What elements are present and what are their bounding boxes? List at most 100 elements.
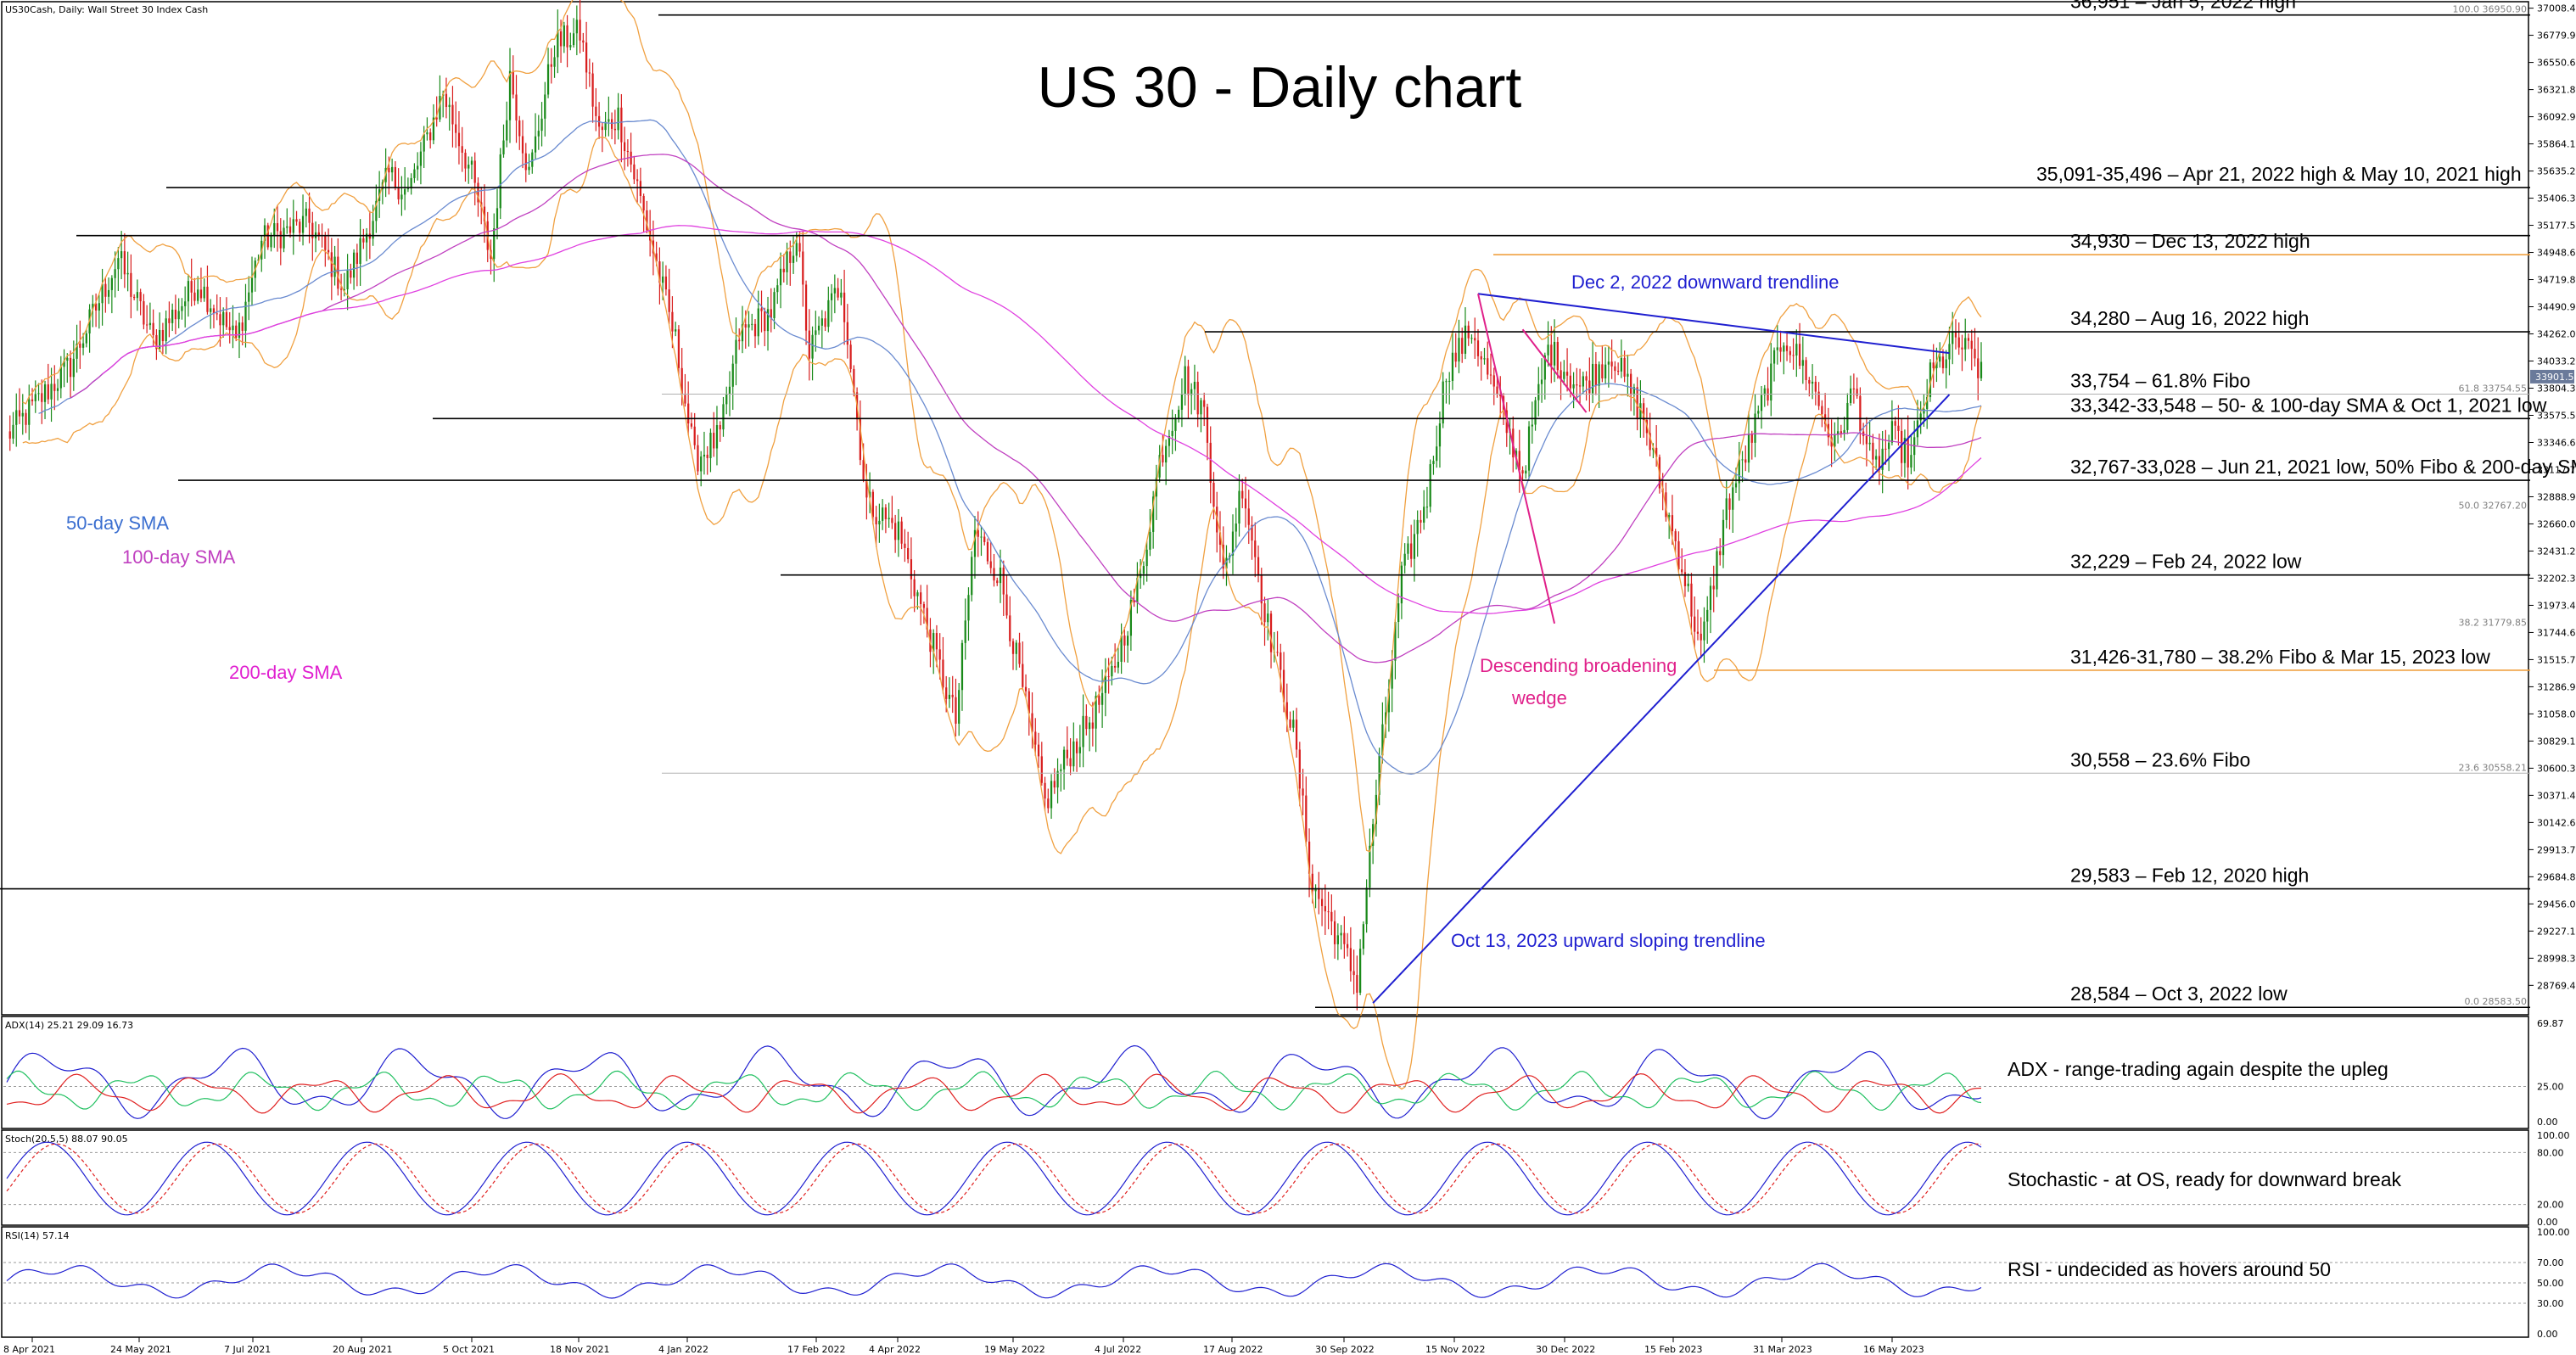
candle-body: [1941, 356, 1945, 368]
candle-body: [938, 649, 941, 660]
price-tick-label: 33117.79: [2537, 464, 2576, 475]
candle-body: [1843, 429, 1845, 434]
wedge-line-1: [1477, 294, 1556, 624]
candle-body: [104, 283, 107, 297]
sma50-label: 50-day SMA: [66, 512, 169, 534]
candle-body: [904, 543, 906, 548]
candle-body: [483, 206, 486, 221]
candle-body: [817, 325, 820, 331]
candle-body: [955, 697, 957, 724]
candle-body: [658, 261, 661, 283]
candle-body: [404, 188, 406, 195]
candle-body: [1945, 359, 1947, 368]
level-label: 36,951 – Jan 5, 2022 high: [2070, 0, 2296, 13]
candle-body: [1060, 769, 1062, 771]
candle-body: [1779, 347, 1782, 352]
candle-body: [1251, 524, 1253, 541]
candle-body: [1706, 609, 1709, 622]
date-tick-label: 17 Aug 2022: [1203, 1344, 1263, 1355]
candle-body: [1343, 932, 1346, 944]
candle-body: [668, 289, 670, 312]
price-tick-label: 33346.65: [2537, 437, 2576, 448]
osc-tick-label: 69.87: [2537, 1018, 2564, 1029]
candle-body: [1553, 341, 1556, 366]
candle-body: [697, 445, 699, 472]
price-tick-label: 34262.09: [2537, 329, 2576, 340]
candle-body: [1187, 366, 1190, 395]
candle-body: [177, 311, 180, 320]
wedge-label-1: Descending broadening: [1480, 655, 1677, 676]
candle-body: [766, 309, 770, 332]
candle-body: [1387, 688, 1391, 713]
candle-body: [299, 221, 301, 233]
candle-body: [126, 272, 129, 275]
price-tick-label: 29684.89: [2537, 871, 2576, 882]
candle-body: [66, 357, 69, 361]
candle-body: [1330, 911, 1333, 921]
level-label: 35,091-35,496 – Apr 21, 2022 high & May …: [2036, 163, 2522, 185]
candle-body: [311, 222, 314, 238]
candle-body: [1136, 578, 1139, 603]
candle-body: [1578, 385, 1582, 387]
candle-body: [286, 226, 288, 228]
candle-body: [110, 277, 113, 290]
candle-body: [1811, 381, 1814, 384]
candle-body: [945, 687, 948, 699]
candle-body: [1617, 371, 1620, 372]
price-tick-label: 30371.47: [2537, 790, 2576, 801]
candle-body: [913, 579, 916, 596]
candle-body: [1158, 455, 1161, 478]
candle-body: [613, 128, 616, 131]
candle-body: [133, 296, 136, 299]
candle-body: [1569, 375, 1571, 389]
candle-body: [1563, 372, 1565, 379]
candle-body: [1162, 455, 1164, 463]
candle-body: [1763, 388, 1766, 395]
candle-body: [900, 521, 903, 544]
candle-body: [47, 384, 49, 400]
candle-body: [470, 160, 473, 165]
candle-body: [1225, 557, 1228, 569]
candle-body: [989, 561, 992, 568]
adx-note: ADX - range-trading again despite the up…: [2008, 1058, 2388, 1080]
candle-body: [1358, 949, 1362, 994]
candle-body: [1407, 543, 1409, 554]
candle-body: [1518, 451, 1520, 471]
candle-body: [757, 308, 759, 337]
level-label: 29,583 – Feb 12, 2020 high: [2070, 865, 2309, 887]
candle-body: [1534, 400, 1537, 425]
uptrend-line: [1372, 394, 1951, 1004]
candle-body: [263, 225, 266, 241]
candle-body: [339, 288, 343, 290]
candle-body: [1623, 357, 1626, 377]
candle-body: [1894, 421, 1896, 426]
candle-body: [117, 258, 120, 270]
price-tick-label: 36092.97: [2537, 112, 2576, 123]
fibo-label: 38.2 31779.85: [2459, 617, 2527, 628]
candle-body: [897, 521, 900, 540]
candle-body: [1884, 448, 1887, 450]
candle-body: [455, 124, 457, 133]
candle-body: [891, 518, 893, 524]
level-label: 31,426-31,780 – 38.2% Fibo & Mar 15, 202…: [2070, 646, 2490, 668]
candle-body: [161, 329, 165, 342]
candle-body: [623, 142, 626, 152]
wedge-label-2: wedge: [1511, 687, 1567, 708]
candle-body: [1836, 431, 1840, 435]
price-tick-label: 28998.31: [2537, 953, 2576, 964]
candle-body: [1620, 357, 1623, 372]
level-label: 28,584 – Oct 3, 2022 low: [2070, 983, 2288, 1005]
price-tick-label: 29227.17: [2537, 926, 2576, 937]
candle-body: [98, 303, 100, 311]
candle-body: [840, 292, 843, 298]
candle-body: [849, 344, 852, 369]
candle-body: [359, 238, 361, 264]
candle-body: [1448, 380, 1451, 382]
candle-body: [1241, 490, 1244, 499]
bollinger-lower: [22, 137, 1982, 1090]
osc-tick-label: 30.00: [2537, 1298, 2564, 1309]
candle-body: [1184, 366, 1186, 395]
candle-body: [120, 251, 123, 259]
candle-body: [1180, 394, 1184, 410]
candle-body: [1369, 845, 1371, 888]
